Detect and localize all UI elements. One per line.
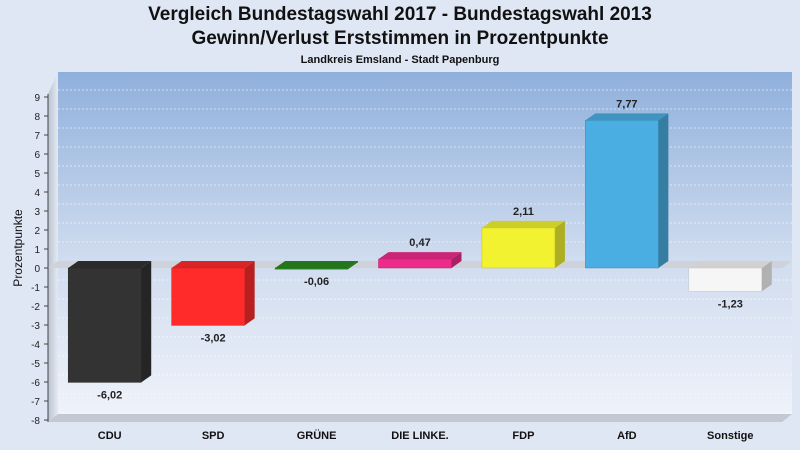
bar-value-label: 2,11 <box>513 206 534 218</box>
bars: -6,02 -3,02 -0,06 0,47 2,11 7,77 -1,23 <box>67 98 772 401</box>
x-tick-label: AfD <box>617 430 637 442</box>
bar-front <box>378 258 452 269</box>
bar-top <box>275 261 359 268</box>
bar-gr-ne: -0,06 <box>274 261 359 288</box>
bar-value-label: 0,47 <box>409 237 430 249</box>
y-tick-label: -1 <box>31 283 40 294</box>
bar-side <box>451 252 462 268</box>
y-axis-ticks: 9 8 7 6 5 4 3 2 1 0 -1 -2 -3 -4 -5 -6 -7 -8 <box>31 93 48 427</box>
bar-front <box>481 227 556 269</box>
bar-front <box>67 267 142 383</box>
bar-side <box>761 261 772 292</box>
y-tick-label: 0 <box>34 264 40 275</box>
y-tick-label: -3 <box>31 321 40 332</box>
y-tick-label: -7 <box>31 397 40 408</box>
bar-front <box>274 267 349 270</box>
bar-side <box>141 261 152 383</box>
y-tick-label: 2 <box>34 226 40 237</box>
bar-side <box>658 113 669 269</box>
bar-value-label: -1,23 <box>718 298 743 310</box>
bar-value-label: -0,06 <box>304 276 329 288</box>
bar-spd: -3,02 <box>171 261 255 344</box>
y-tick-label: -2 <box>31 302 40 313</box>
x-tick-label: SPD <box>202 430 225 442</box>
y-tick-label: 5 <box>34 169 40 180</box>
bar-top <box>688 261 772 268</box>
bar-afd: 7,77 <box>585 98 669 269</box>
y-tick-label: 6 <box>34 150 40 161</box>
y-axis-label: Prozentpunkte <box>11 209 25 287</box>
bar-front <box>171 267 245 326</box>
y-tick-label: -4 <box>31 340 40 351</box>
y-tick-label: -5 <box>31 359 40 370</box>
bar-value-label: -6,02 <box>97 389 122 401</box>
bar-top <box>68 261 152 268</box>
plot-side-wall <box>48 72 58 422</box>
chart-subtitle: Landkreis Emsland - Stadt Papenburg <box>300 54 500 66</box>
bar-top <box>378 252 462 260</box>
bar-side <box>244 261 255 326</box>
bar-sonstige: -1,23 <box>688 261 772 310</box>
y-tick-label: 7 <box>34 131 40 142</box>
bar-fdp: 2,11 <box>481 206 565 269</box>
x-axis-labels: CDU SPD GRÜNE DIE LINKE. FDP AfD Sonstige <box>98 429 754 442</box>
bar-top <box>481 220 565 228</box>
y-tick-label: 8 <box>34 112 40 123</box>
bar-side <box>554 220 565 268</box>
chart-title-line1: Vergleich Bundestagswahl 2017 - Bundesta… <box>148 4 652 25</box>
bar-front <box>688 267 763 292</box>
x-tick-label: Sonstige <box>707 430 753 442</box>
y-tick-label: 1 <box>34 245 40 256</box>
y-tick-label: -8 <box>31 416 40 427</box>
bar-top <box>171 261 255 268</box>
bar-value-label: -3,02 <box>201 332 226 344</box>
bar-value-label: 7,77 <box>616 98 637 110</box>
plot-floor <box>48 414 792 422</box>
chart-title-line2: Gewinn/Verlust Erststimmen in Prozentpun… <box>191 28 609 49</box>
y-tick-label: 9 <box>34 93 40 104</box>
bar-front <box>585 120 659 269</box>
y-tick-label: 4 <box>34 188 40 199</box>
y-tick-label: -6 <box>31 378 40 389</box>
x-tick-label: DIE LINKE. <box>391 430 448 442</box>
bar-top <box>585 113 669 121</box>
x-tick-label: CDU <box>98 430 122 442</box>
bar-die-linke-: 0,47 <box>378 237 462 269</box>
bar-cdu: -6,02 <box>67 261 152 401</box>
x-tick-label: GRÜNE <box>297 429 337 442</box>
plot-back-wall <box>58 72 792 414</box>
bar-side <box>348 261 359 270</box>
y-tick-label: 3 <box>34 207 40 218</box>
x-tick-label: FDP <box>512 430 534 442</box>
